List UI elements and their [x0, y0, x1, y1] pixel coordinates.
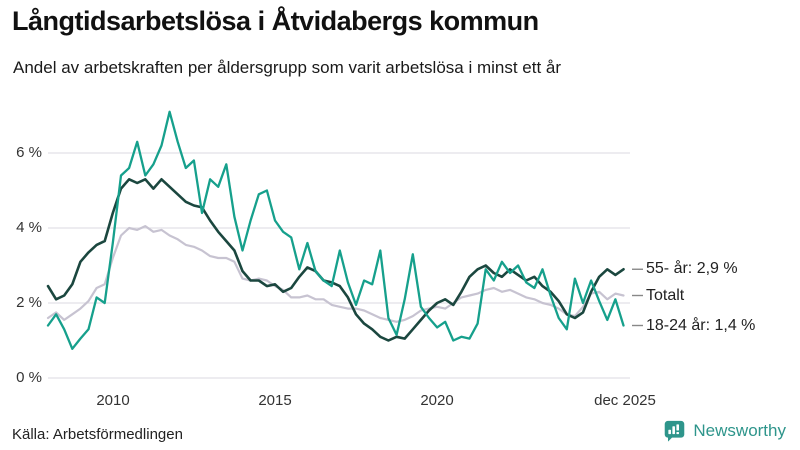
series-line-Totalt [46, 225, 625, 323]
x-tick-label: dec 2025 [594, 392, 656, 409]
newsworthy-wordmark: Newsworthy [693, 420, 786, 440]
page-title: Långtidsarbetslösa i Åtvidabergs kommun [12, 6, 539, 36]
newsworthy-icon [663, 419, 686, 442]
source-note: Källa: Arbetsförmedlingen [12, 426, 183, 443]
series-line-18-24-år [46, 110, 625, 350]
series-end-label-Totalt: Totalt [646, 286, 685, 304]
y-tick-label: 4 % [16, 219, 42, 236]
series-line-55--år [46, 178, 625, 342]
series-end-label-18-24-år: 18-24 år: 1,4 % [646, 316, 756, 334]
series-end-label-55--år: 55- år: 2,9 % [646, 260, 738, 278]
y-tick-label: 6 % [16, 144, 42, 161]
x-tick-label: 2015 [258, 392, 292, 409]
newsworthy-logo[interactable]: Newsworthy [663, 419, 786, 442]
y-tick-label: 2 % [16, 294, 42, 311]
x-tick-label: 2020 [420, 392, 454, 409]
x-tick-label: 2010 [96, 392, 130, 409]
y-tick-label: 0 % [16, 369, 42, 386]
page-subtitle: Andel av arbetskraften per åldersgrupp s… [13, 58, 562, 77]
